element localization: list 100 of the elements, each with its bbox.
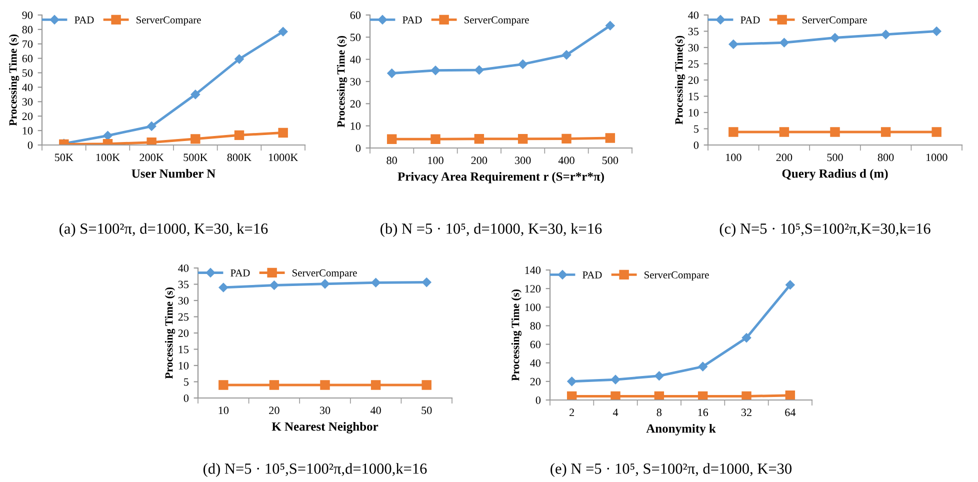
x-tick-label: 16: [698, 408, 708, 416]
y-tick-label: 25: [178, 313, 189, 321]
x-tick-label: 2: [570, 408, 574, 416]
point: [278, 26, 288, 36]
text: (d) N=5 · 10⁵,S=100²π,d=1000,k=16: [203, 463, 427, 477]
point: [234, 54, 244, 64]
text: (a) S=100²π, d=1000, K=30, k=16: [60, 223, 268, 237]
point: [269, 380, 280, 390]
y-tick-label: 35: [688, 28, 699, 36]
point: [654, 391, 664, 400]
x-tick-label: 500: [602, 156, 618, 164]
point: [371, 278, 380, 288]
x-tick-label: 10: [218, 406, 229, 414]
x-axis-title: Privacy Area Requirement r (S=r*r*π): [398, 172, 604, 184]
y-tick-label: 25: [688, 60, 699, 68]
point: [474, 65, 484, 75]
y-tick-label: 40: [350, 56, 361, 64]
x-tick-label: 300: [515, 156, 531, 164]
point: [698, 391, 708, 400]
x-tick-label: 50: [422, 406, 432, 414]
x-axis-title: Anonymity k: [646, 424, 716, 436]
legend-label: PAD: [402, 16, 422, 24]
point: [880, 127, 891, 137]
y-tick-label: 30: [22, 98, 33, 106]
y-tick-label: 30: [350, 78, 361, 86]
text: (b) N =5 · 10⁵, d=1000, K=30, k=16: [380, 223, 602, 237]
x-tick-label: 500K: [184, 154, 208, 162]
y-tick-label: 60: [530, 340, 541, 348]
point: [218, 282, 228, 292]
y-tick-label: 60: [350, 11, 361, 19]
y-tick-label: 120: [525, 285, 541, 293]
y-tick-label: 80: [22, 26, 33, 34]
point: [218, 380, 228, 390]
point: [370, 380, 381, 390]
x-tick-label: 32: [741, 408, 752, 416]
point: [386, 134, 397, 144]
y-tick-label: 40: [530, 359, 541, 367]
y-tick-label: 60: [22, 54, 33, 62]
y-tick-label: 15: [178, 346, 189, 354]
point: [742, 391, 752, 400]
legend-label: ServerCompare: [644, 271, 709, 281]
y-tick-label: 80: [530, 322, 541, 330]
point: [654, 371, 664, 380]
x-axis-title: User Number N: [132, 168, 216, 178]
point: [190, 90, 200, 100]
x-tick-label: 100: [428, 156, 444, 164]
x-tick-label: 20: [269, 406, 280, 414]
y-axis-title: Processing Time (s): [511, 289, 522, 381]
point: [610, 391, 620, 400]
y-tick-label: 20: [688, 76, 699, 84]
x-tick-label: 100: [726, 154, 742, 162]
x-tick-label: 64: [785, 408, 796, 416]
point: [779, 127, 790, 137]
text: (e) N =5 · 10⁵, S=100²π, d=1000, K=30: [550, 463, 792, 477]
point: [422, 278, 432, 287]
point: [518, 134, 528, 144]
x-tick-label: 40: [370, 406, 381, 414]
point: [610, 374, 620, 384]
y-axis-title: Processing Time (s): [164, 287, 176, 379]
text: (c) N=5 · 10⁵,S=100²π,K=30,k=16: [720, 223, 930, 237]
point: [606, 21, 615, 30]
point: [146, 138, 156, 145]
point: [566, 391, 577, 400]
legend-label: ServerCompare: [136, 16, 201, 26]
x-tick-label: 100K: [96, 154, 120, 162]
y-tick-label: 70: [22, 40, 33, 48]
point: [387, 68, 396, 78]
point: [830, 127, 840, 137]
point: [430, 134, 440, 144]
y-tick-label: 20: [178, 329, 189, 337]
x-tick-label: 1000K: [268, 154, 298, 162]
x-tick-label: 1000: [926, 154, 948, 162]
point: [270, 280, 279, 290]
x-tick-label: 200: [776, 154, 792, 162]
x-tick-label: 200: [471, 156, 488, 164]
y-tick-label: 20: [22, 112, 33, 120]
point: [518, 60, 528, 69]
y-tick-label: 50: [22, 69, 33, 77]
point: [320, 380, 330, 390]
legend-label: ServerCompare: [802, 16, 867, 26]
point: [780, 38, 789, 48]
y-tick-label: 0: [694, 141, 699, 149]
y-tick-label: 15: [688, 92, 699, 100]
y-tick-label: 40: [22, 84, 33, 92]
y-tick-label: 140: [525, 266, 541, 274]
point: [562, 134, 572, 144]
x-tick-label: 800K: [227, 154, 252, 162]
point: [320, 279, 330, 289]
y-tick-label: 100: [525, 304, 541, 312]
legend-label: PAD: [230, 269, 250, 276]
y-tick-label: 10: [22, 127, 33, 135]
point: [234, 130, 244, 140]
point: [785, 390, 796, 400]
y-tick-label: 90: [22, 11, 33, 19]
point: [190, 134, 200, 144]
legend-label: PAD: [582, 271, 602, 278]
y-tick-label: 35: [178, 280, 189, 288]
y-tick-label: 0: [536, 396, 541, 404]
y-axis-title: Processing Time (s): [336, 36, 348, 128]
point: [430, 66, 440, 76]
